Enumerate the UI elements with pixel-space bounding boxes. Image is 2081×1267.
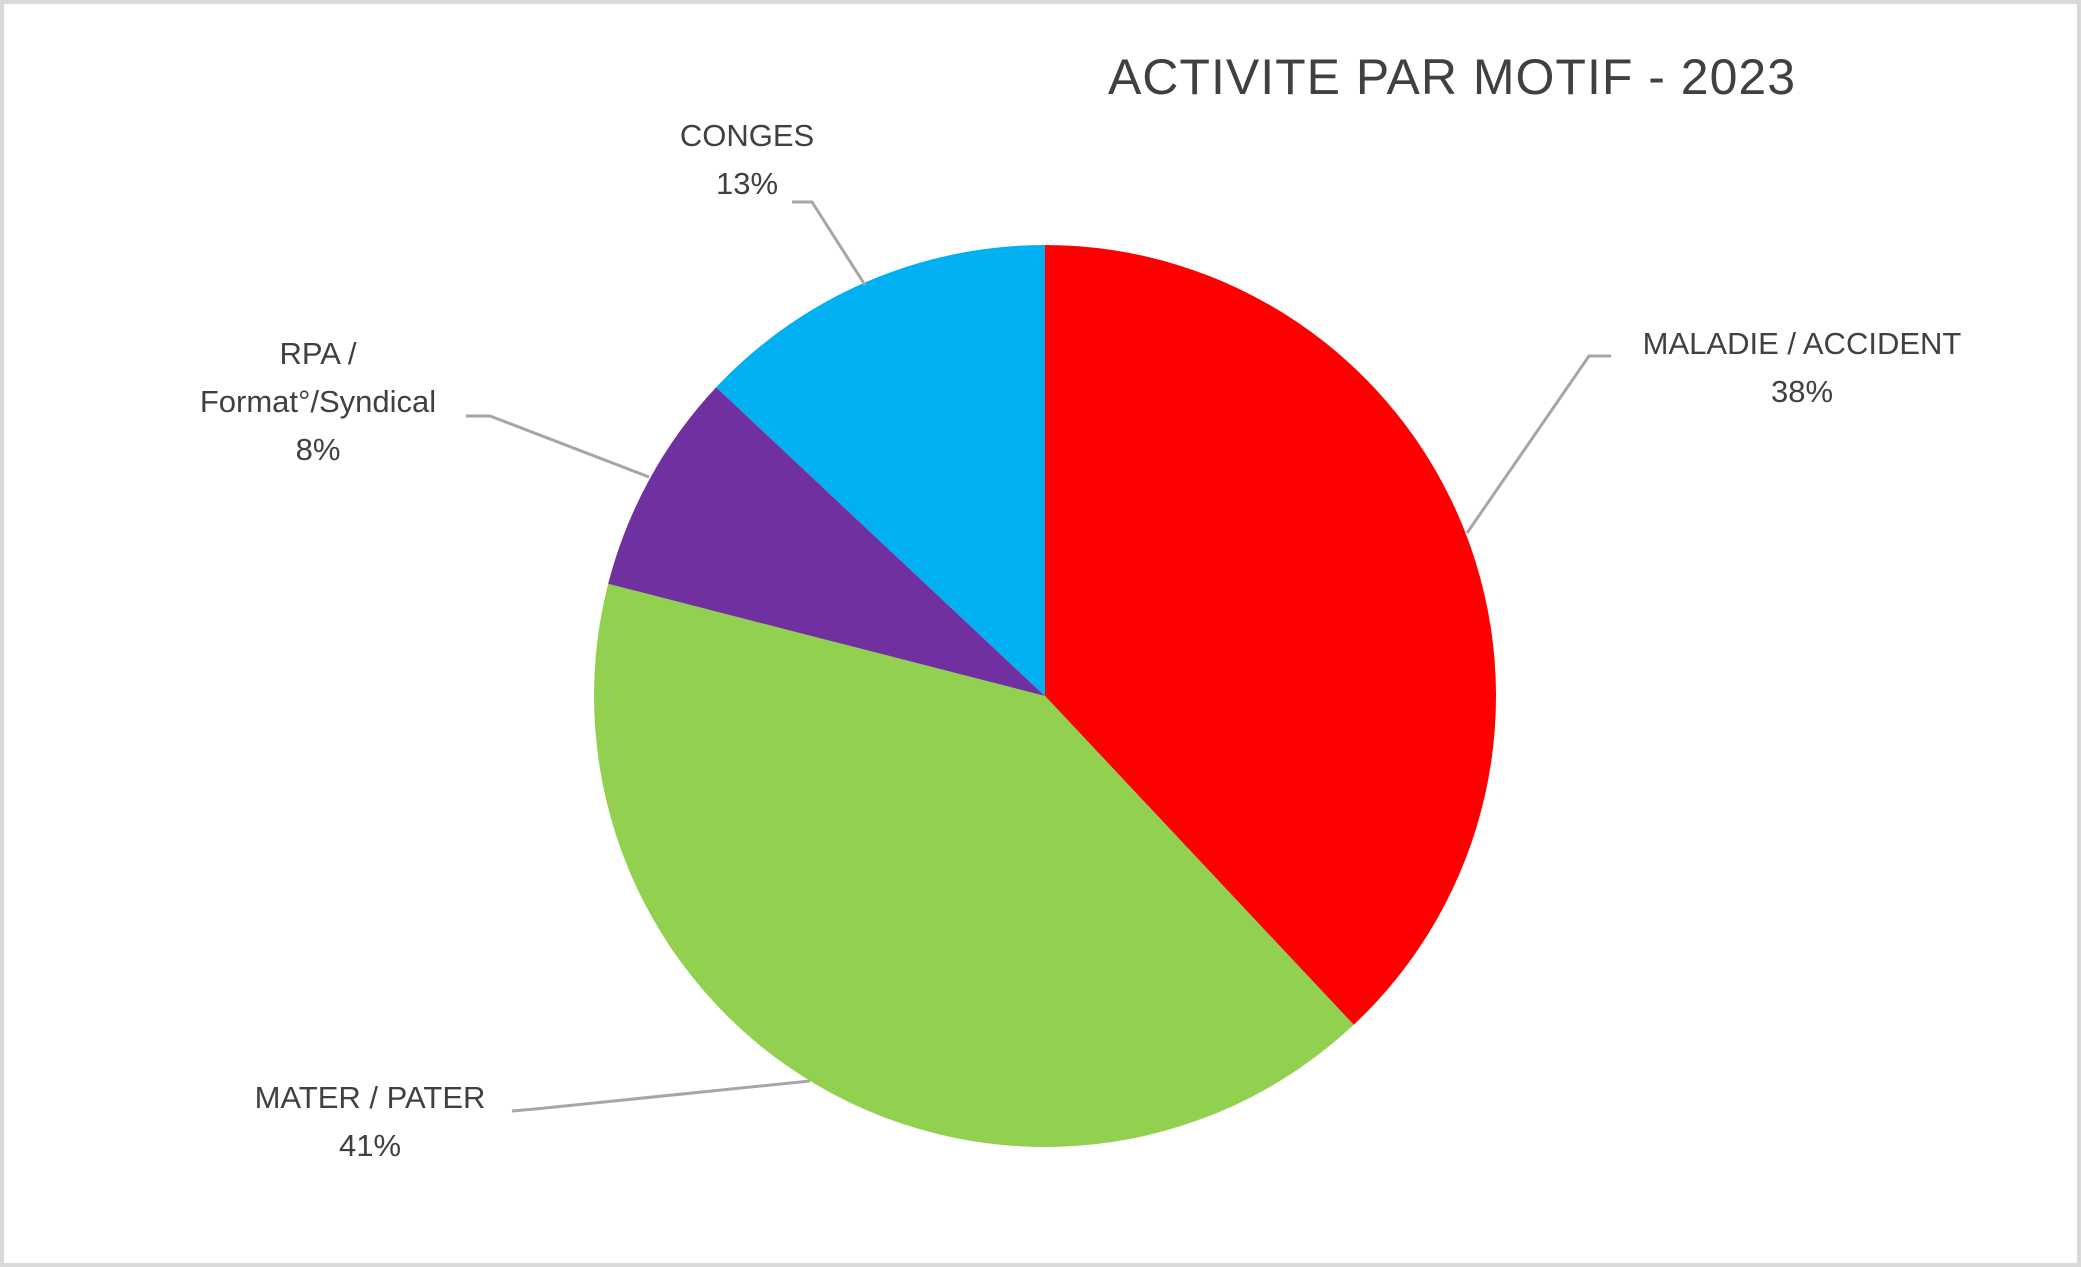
leader-line-maladie: [1465, 354, 1611, 534]
pie-slice-maladie[interactable]: [1045, 245, 1497, 1025]
data-label-mater: MATER / PATER 41%: [220, 1074, 520, 1170]
leader-line-mater: [511, 1079, 811, 1113]
pie-chart: [466, 200, 1611, 1147]
data-label-rpa: RPA / Format°/Syndical 8%: [168, 330, 468, 474]
pie-slice-rpa[interactable]: [608, 387, 1045, 696]
chart-title: ACTIVITE PAR MOTIF - 2023: [1107, 49, 1797, 105]
pie-slice-mater[interactable]: [594, 583, 1354, 1147]
pie-slices: [594, 245, 1497, 1147]
data-label-maladie: MALADIE / ACCIDENT 38%: [1577, 320, 2027, 416]
pie-slice-conges[interactable]: [716, 245, 1045, 696]
data-label-conges-pct: 13%: [715, 166, 779, 201]
data-label-rpa-name: RPA / Format°/Syndical: [199, 336, 437, 419]
data-label-maladie-pct: 38%: [1770, 374, 1834, 409]
data-label-rpa-pct: 8%: [295, 432, 341, 467]
leader-line-rpa: [466, 414, 650, 479]
data-label-conges: CONGES 13%: [597, 112, 897, 208]
data-label-mater-pct: 41%: [338, 1128, 402, 1163]
data-label-mater-name: MATER / PATER: [254, 1080, 486, 1115]
data-label-maladie-name: MALADIE / ACCIDENT: [1642, 326, 1962, 361]
leader-line-conges: [792, 200, 867, 286]
data-label-conges-name: CONGES: [679, 118, 815, 153]
